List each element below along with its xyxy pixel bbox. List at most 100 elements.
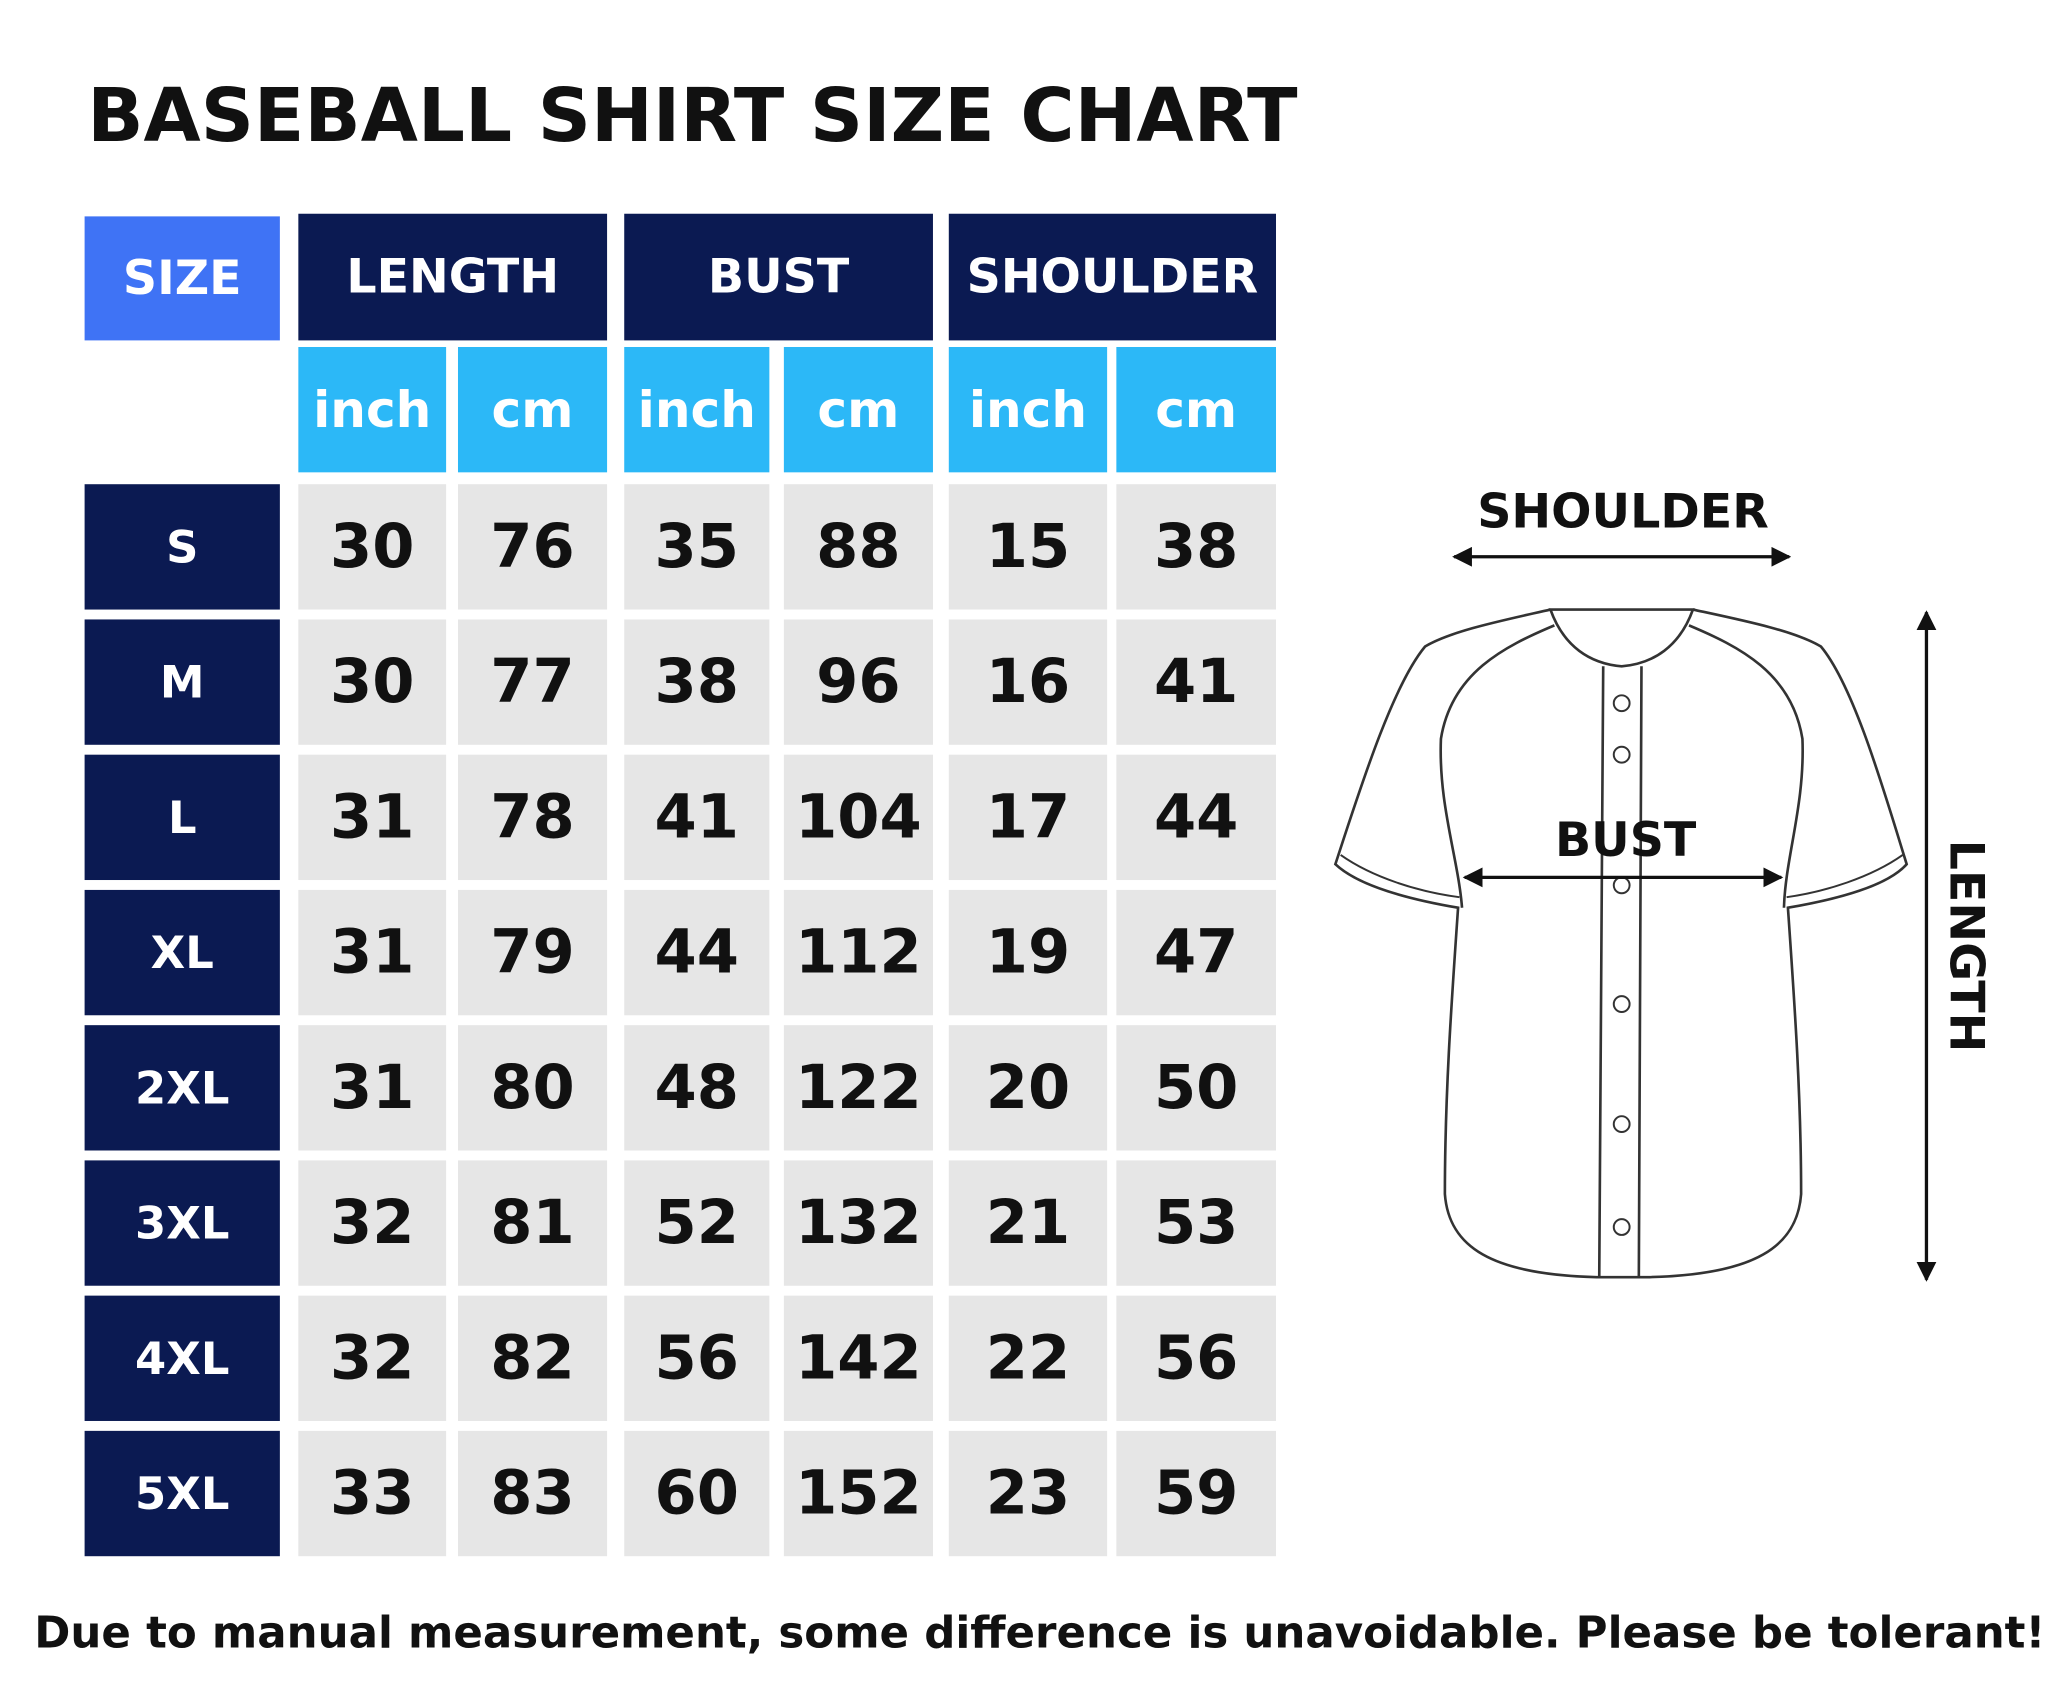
measurement-cell xyxy=(624,1025,770,1151)
measurement-cell xyxy=(457,889,608,1016)
measurement: 30 xyxy=(330,512,414,582)
unit-header-cell xyxy=(783,346,933,473)
measurement: 15 xyxy=(986,512,1070,582)
measurement: 33 xyxy=(330,1459,414,1529)
measurement-cell xyxy=(624,754,770,881)
measurement: 59 xyxy=(1154,1459,1238,1529)
measurement: 142 xyxy=(795,1323,922,1393)
size-label: 4XL xyxy=(135,1332,229,1385)
group-header-cell xyxy=(624,213,933,341)
measurement: 31 xyxy=(330,782,414,852)
measurement-cell xyxy=(1116,1025,1277,1151)
measurement-cell xyxy=(948,754,1108,881)
size-label: S xyxy=(166,520,198,573)
measurement-cell xyxy=(948,1430,1108,1557)
measurement: 56 xyxy=(1154,1323,1238,1393)
measurement-cell xyxy=(624,484,770,610)
measurement: 60 xyxy=(655,1459,739,1529)
unit-header-cell xyxy=(298,346,447,473)
unit-header-cell xyxy=(1116,346,1277,473)
measurement-cell xyxy=(624,889,770,1016)
measurement: 83 xyxy=(490,1459,574,1529)
measurement: 32 xyxy=(330,1188,414,1258)
measurement: 22 xyxy=(986,1323,1070,1393)
shirt-diagram xyxy=(1333,608,1909,1279)
unit-header-cell xyxy=(948,346,1108,473)
size-label-cell xyxy=(84,889,280,1016)
measurement-cell xyxy=(948,1025,1108,1151)
unit-header: inch xyxy=(638,380,756,439)
title: BASEBALL SHIRT SIZE CHART xyxy=(87,73,1297,159)
measurement-cell xyxy=(948,1160,1108,1286)
measurement-cell xyxy=(783,484,933,610)
measurement-cell xyxy=(298,889,447,1016)
measurement: 41 xyxy=(1154,647,1238,717)
measurement-cell xyxy=(948,619,1108,745)
group-header: BUST xyxy=(708,250,850,305)
measurement: 104 xyxy=(795,782,922,852)
measurement-cell xyxy=(298,1430,447,1557)
measurement: 38 xyxy=(1154,512,1238,582)
measurement: 44 xyxy=(1154,782,1238,852)
measurement: 50 xyxy=(1154,1053,1238,1123)
measurement-cell xyxy=(1116,1295,1277,1421)
measurement-cell xyxy=(457,1430,608,1557)
measurement: 35 xyxy=(655,512,739,582)
measurement: 31 xyxy=(330,1053,414,1123)
measurement: 56 xyxy=(655,1323,739,1393)
measurement-cell xyxy=(783,1160,933,1286)
measurement: 38 xyxy=(655,647,739,717)
size-label: 2XL xyxy=(135,1061,229,1114)
measurement: 32 xyxy=(330,1323,414,1393)
measurement-cell xyxy=(457,1025,608,1151)
measurement: 47 xyxy=(1154,918,1238,988)
measurement-cell xyxy=(783,1295,933,1421)
size-label: 3XL xyxy=(135,1197,229,1250)
measurement-cell xyxy=(298,619,447,745)
measurement-cell xyxy=(624,619,770,745)
measurement-cell xyxy=(298,1160,447,1286)
measurement-cell xyxy=(948,484,1108,610)
measurement-cell xyxy=(624,1295,770,1421)
measurement-cell xyxy=(1116,1160,1277,1286)
measurement-cell xyxy=(457,619,608,745)
measurement: 31 xyxy=(330,918,414,988)
measurement-cell xyxy=(948,889,1108,1016)
measurement-cell xyxy=(1116,619,1277,745)
measurement: 122 xyxy=(795,1053,922,1123)
note: Due to manual measurement, some differen… xyxy=(34,1608,2045,1658)
group-header: SHOULDER xyxy=(967,250,1259,305)
unit-header: cm xyxy=(492,380,574,439)
group-header: LENGTH xyxy=(346,250,559,305)
measurement: 80 xyxy=(490,1053,574,1123)
measurement: 16 xyxy=(986,647,1070,717)
measurement: 53 xyxy=(1154,1188,1238,1258)
measurement-cell xyxy=(1116,754,1277,881)
unit-header: cm xyxy=(1155,380,1237,439)
size-label: XL xyxy=(151,926,214,979)
size-label: M xyxy=(160,656,205,709)
measurement-cell xyxy=(1116,889,1277,1016)
measurement-cell xyxy=(298,1295,447,1421)
measurement-cell xyxy=(783,889,933,1016)
measurement-cell xyxy=(298,484,447,610)
measurement-cell xyxy=(783,754,933,881)
unit-header: inch xyxy=(313,380,431,439)
measurement: 23 xyxy=(986,1459,1070,1529)
measurement: 152 xyxy=(795,1459,922,1529)
size-label-cell xyxy=(84,1295,280,1421)
measurement-cell xyxy=(1116,484,1277,610)
measurement: 20 xyxy=(986,1053,1070,1123)
bust-label: BUST xyxy=(1555,813,1697,868)
measurement-cell xyxy=(457,1295,608,1421)
measurement: 77 xyxy=(490,647,574,717)
measurement-cell xyxy=(298,1025,447,1151)
size-header-cell xyxy=(84,216,280,341)
measurement: 44 xyxy=(655,918,739,988)
size-label: L xyxy=(168,791,197,844)
measurement-cell xyxy=(457,1160,608,1286)
measurement-cell xyxy=(298,754,447,881)
measurement-cell xyxy=(1116,1430,1277,1557)
unit-header-cell xyxy=(457,346,608,473)
measurement-cell xyxy=(948,1295,1108,1421)
